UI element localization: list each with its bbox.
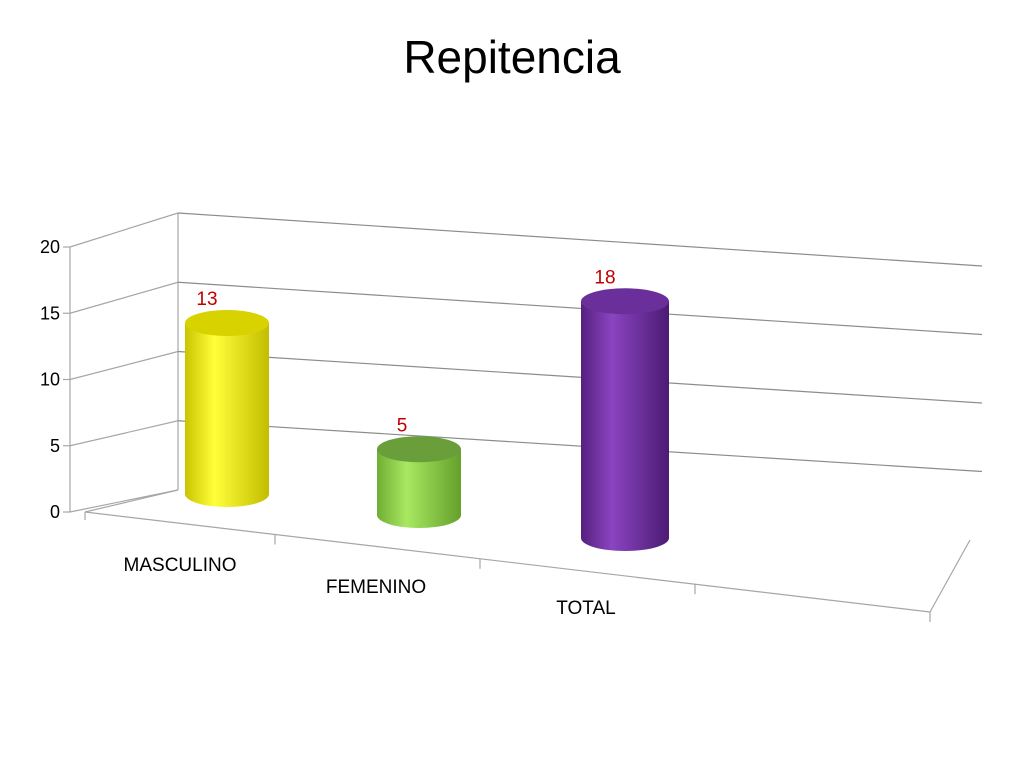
side-gridline — [69, 350, 179, 381]
gridline — [177, 281, 983, 336]
bar-body — [185, 323, 269, 507]
y-tick-label: 5 — [50, 436, 60, 456]
data-label: 13 — [196, 289, 217, 310]
bar-femenino — [377, 436, 461, 528]
floor-front-edge — [84, 511, 931, 613]
bar-body — [581, 301, 669, 551]
bars — [185, 288, 669, 551]
x-category-label: TOTAL — [556, 598, 615, 619]
bar-total — [581, 288, 669, 551]
gridlines — [63, 212, 983, 513]
side-gridline — [69, 420, 179, 447]
y-tick-label: 10 — [40, 370, 60, 390]
y-tick-label: 15 — [40, 303, 60, 323]
x-category-label: MASCULINO — [124, 555, 237, 576]
bar-top — [185, 310, 269, 337]
bar-top — [377, 436, 461, 463]
y-tick-label: 0 — [50, 502, 60, 522]
gridline — [177, 350, 983, 404]
data-label: 5 — [397, 415, 408, 436]
side-gridline — [69, 489, 179, 513]
x-axis-categories: MASCULINO FEMENINO TOTAL — [124, 555, 616, 619]
floor-right-edge — [929, 539, 971, 613]
data-labels: 13 5 18 — [196, 267, 615, 436]
gridline — [177, 212, 983, 267]
gridline — [177, 420, 983, 473]
y-tick-label: 20 — [40, 237, 60, 257]
bar-body — [377, 449, 461, 528]
bar-top — [581, 288, 669, 315]
side-gridline — [69, 281, 179, 314]
bar-masculino — [185, 310, 269, 507]
data-label: 18 — [594, 267, 615, 288]
side-gridline — [69, 212, 179, 248]
y-axis-ticks: 0 5 10 15 20 — [40, 237, 60, 522]
chart-title: Repitencia — [403, 31, 621, 83]
x-category-label: FEMENINO — [326, 577, 426, 598]
